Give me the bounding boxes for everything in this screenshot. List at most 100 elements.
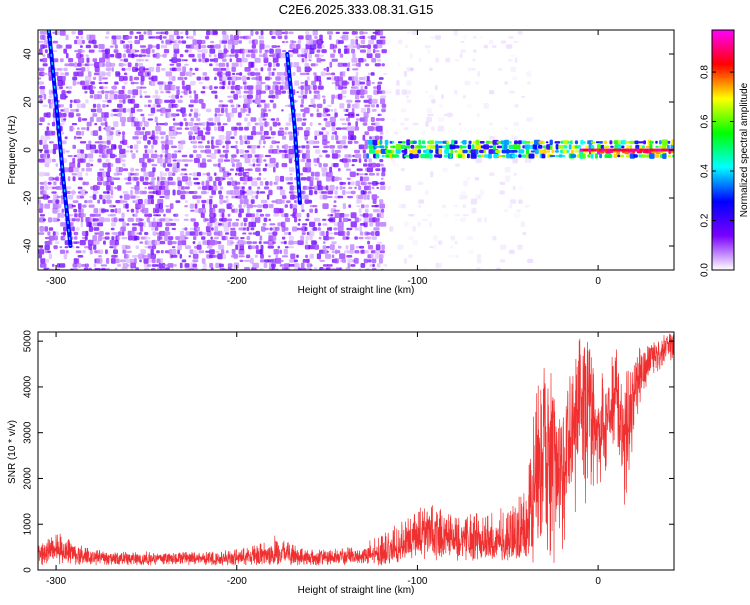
spectrogram-cell: [139, 157, 145, 164]
spectrogram-cell: [109, 45, 114, 48]
spectrogram-cell: [143, 121, 149, 127]
spectrogram-cell: [75, 246, 80, 249]
spectrogram-cell: [334, 222, 339, 227]
spectrogram-cell: [134, 49, 140, 53]
spectrogram-cell: [221, 76, 228, 81]
spectrogram-cell: [667, 144, 670, 149]
spectrogram-cell: [218, 49, 223, 53]
spectrogram-cell: [213, 163, 219, 167]
spectrogram-cell: [510, 54, 515, 57]
spectrogram-cell: [397, 141, 403, 144]
spectrogram-cell: [246, 208, 250, 214]
spectrogram-cell: [316, 39, 323, 45]
spectrogram-cell: [188, 159, 193, 162]
spectrogram-cell: [147, 158, 152, 163]
spectrogram-cell: [164, 189, 170, 196]
spectrogram-cell: [47, 122, 51, 126]
spectrogram-cell: [94, 66, 100, 73]
spectrogram-cell: [275, 141, 281, 144]
spectrogram-cell: [574, 150, 579, 153]
spectrogram-cell: [217, 67, 223, 72]
spectrogram-cell: [229, 99, 234, 104]
spectrogram-cell: [272, 241, 276, 244]
spectrogram-cell: [391, 141, 395, 144]
spectrogram-cell: [479, 189, 485, 196]
spectrogram-cell: [193, 112, 198, 118]
spectrogram-cell: [371, 81, 375, 85]
spectrogram-cell: [329, 43, 335, 50]
spectrogram-cell: [341, 123, 347, 126]
spectrogram-cell: [196, 227, 201, 231]
spectrogram-cell: [476, 267, 481, 270]
spectrogram-cell: [327, 196, 333, 198]
spectrogram-cell: [72, 157, 76, 164]
spectrogram-cell: [375, 122, 380, 127]
spectrogram-cell: [44, 158, 52, 164]
spectrogram-cell: [238, 126, 244, 131]
spectrogram-cell: [131, 53, 135, 59]
spectrogram-cell: [42, 218, 47, 222]
spectrogram-cell: [363, 116, 368, 123]
spectrogram-cell: [110, 113, 114, 117]
spectrogram-cell: [451, 139, 455, 145]
spectrogram-cell: [109, 153, 115, 159]
spectrogram-cell: [73, 154, 78, 158]
spectrogram-cell: [189, 126, 194, 131]
spectrogram-cell: [45, 259, 50, 263]
spectrogram-cell: [105, 48, 110, 54]
spectrogram-cell: [159, 34, 163, 40]
spectrogram-cell: [326, 113, 331, 117]
spectrogram-cell: [366, 153, 369, 159]
spectrogram-cell: [206, 126, 211, 132]
spectrogram-cell: [367, 191, 372, 194]
spectrogram-cell: [204, 86, 211, 89]
spectrogram-cell: [229, 168, 235, 171]
spectrogram-cell: [338, 168, 341, 172]
spectrogram-cell: [44, 185, 49, 191]
spectrogram-cell: [252, 205, 257, 208]
spectrogram-cell: [93, 263, 97, 268]
spectrogram-cell: [72, 200, 79, 203]
spectrogram-cell: [288, 145, 292, 148]
y-tick-label: 1000: [23, 513, 34, 536]
spectrogram-cell: [197, 241, 202, 244]
spectrogram-cell: [380, 163, 384, 167]
spectrogram-cell: [312, 30, 318, 36]
spectrogram-cell: [233, 35, 240, 40]
spectrogram-cell: [221, 30, 227, 35]
spectrogram-cell: [352, 53, 356, 58]
spectrogram-cell: [202, 158, 206, 163]
spectrogram-cell: [281, 226, 286, 232]
spectrogram-cell: [288, 148, 295, 155]
spectrogram-cell: [43, 180, 48, 186]
spectrogram-cell: [81, 153, 86, 159]
spectrogram-cell: [77, 57, 85, 64]
spectrogram-cell: [374, 63, 381, 67]
spectrogram-cell: [192, 263, 198, 268]
spectrogram-cell: [74, 213, 78, 218]
spectrogram-cell: [454, 145, 460, 149]
spectrogram-cell: [379, 113, 383, 116]
spectrogram-cell: [355, 80, 361, 86]
spectrogram-cell: [283, 249, 288, 255]
spectrogram-cell: [334, 150, 341, 153]
spectrogram-cell: [164, 99, 170, 103]
spectrogram-cell: [122, 63, 127, 66]
spectrogram-cell: [98, 44, 105, 50]
spectrogram-cell: [185, 84, 191, 91]
spectrogram-cell: [210, 236, 213, 240]
spectrogram-cell: [354, 149, 360, 154]
spectrogram-cell: [325, 154, 330, 158]
spectrogram-cell: [176, 35, 181, 40]
spectrogram-cell: [268, 255, 271, 258]
spectrogram-cell: [118, 144, 122, 149]
spectrogram-cell: [375, 231, 380, 237]
spectrogram-cell: [192, 135, 196, 140]
spectrogram-cell: [337, 250, 341, 254]
spectrogram-cell: [208, 185, 214, 191]
spectrogram-cell: [102, 72, 109, 76]
spectrogram-cell: [217, 71, 223, 77]
spectrogram-cell: [304, 130, 310, 137]
